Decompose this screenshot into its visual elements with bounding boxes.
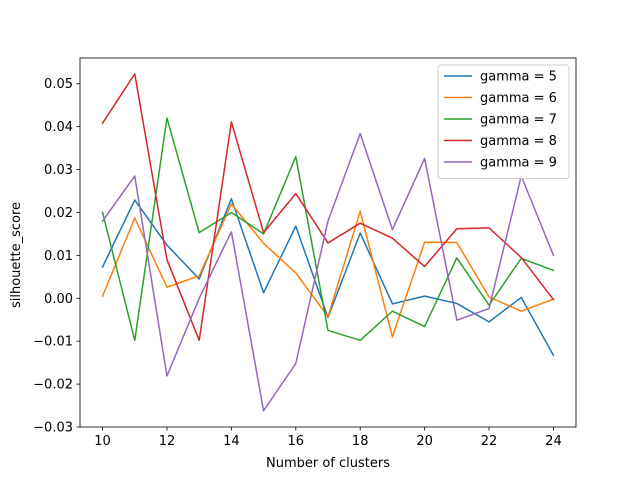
- y-tick-label: 0.04: [44, 120, 73, 135]
- y-tick-label: 0.05: [44, 77, 73, 92]
- series-line-5: [101, 132, 555, 412]
- y-tick-label: 0.02: [44, 206, 73, 221]
- y-tick-label: 0.00: [44, 292, 73, 307]
- legend-label-2: gamma = 6: [480, 91, 557, 106]
- x-tick-label: 24: [545, 434, 562, 449]
- y-tick-label: −0.01: [33, 335, 73, 350]
- x-tick-label: 16: [288, 434, 305, 449]
- y-tick-label: −0.03: [33, 421, 73, 436]
- y-axis-label: silhouette_score: [9, 202, 24, 308]
- x-tick-label: 12: [159, 434, 176, 449]
- x-tick-label: 20: [416, 434, 433, 449]
- series-group: [101, 73, 555, 412]
- series-line-3: [101, 117, 555, 342]
- legend-box: [437, 64, 570, 179]
- series-line-1: [101, 197, 555, 357]
- x-tick-label: 18: [352, 434, 369, 449]
- x-tick-label: 14: [223, 434, 240, 449]
- axes-frame: [79, 57, 577, 428]
- legend-label-1: gamma = 5: [480, 70, 557, 85]
- y-tick-label: −0.02: [33, 378, 73, 393]
- series-line-2: [101, 203, 555, 338]
- legend-label-5: gamma = 9: [480, 156, 557, 171]
- legend-label-4: gamma = 8: [480, 134, 557, 149]
- x-axis-label: Number of clusters: [266, 456, 390, 471]
- legend: gamma = 5 gamma = 6 gamma = 7 gamma = 8 gamm…: [437, 64, 570, 179]
- y-tick-label: 0.01: [44, 249, 73, 264]
- legend-label-3: gamma = 7: [480, 113, 557, 128]
- axes-group: 10 12 14 16 18 20 22 24 −0.03 −0.02 −0.01 0.00 0.01 0…: [33, 57, 577, 449]
- series-line-4: [101, 73, 555, 342]
- y-tick-label: 0.03: [44, 163, 73, 178]
- x-tick-label: 22: [481, 434, 498, 449]
- x-tick-label: 10: [94, 434, 111, 449]
